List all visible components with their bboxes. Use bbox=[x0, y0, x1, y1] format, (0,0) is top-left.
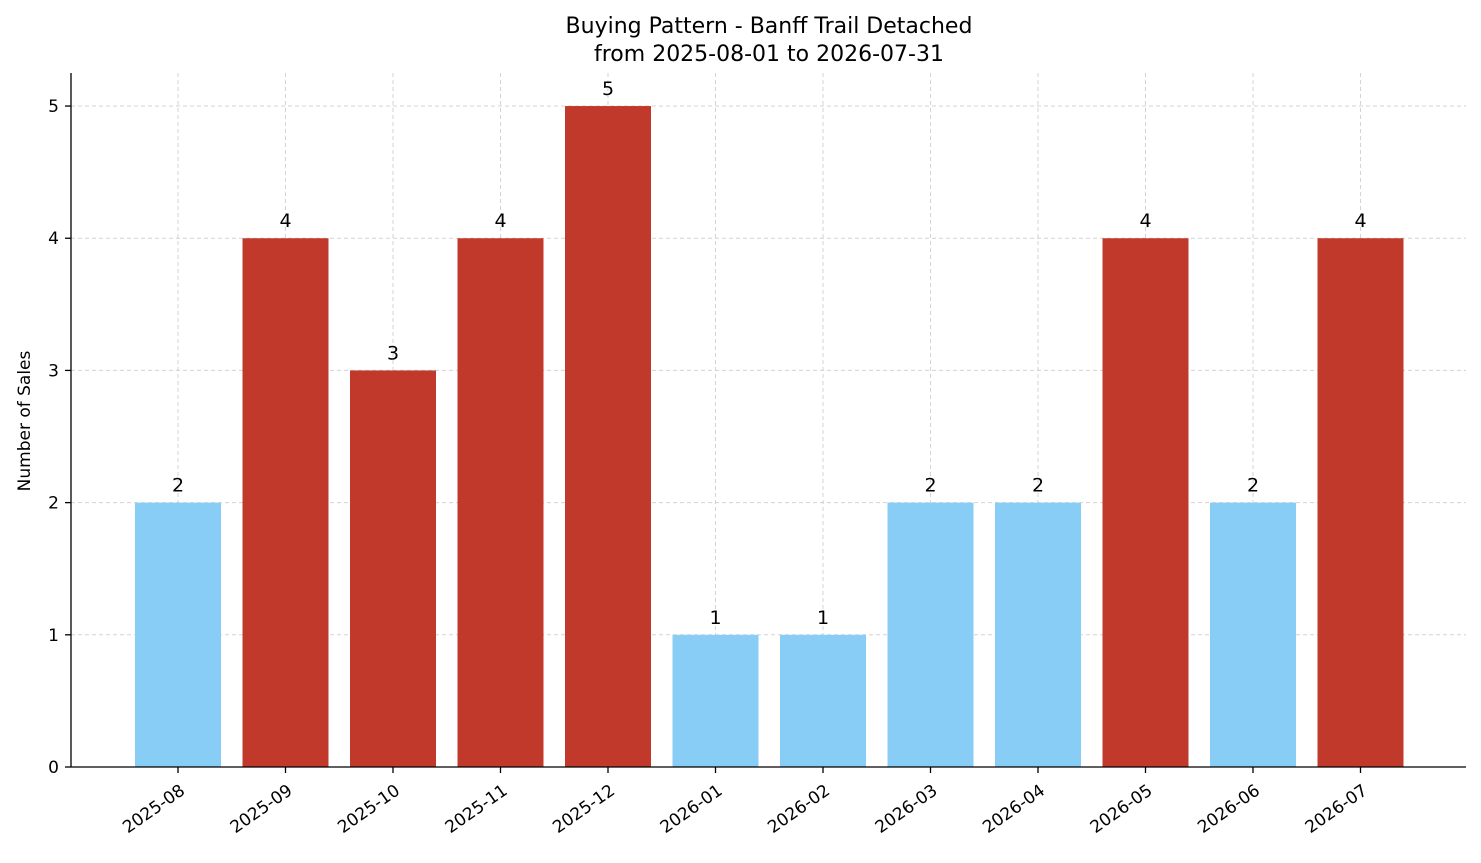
y-tick-label: 3 bbox=[48, 361, 59, 381]
bar bbox=[1317, 238, 1404, 767]
bar-data-label: 5 bbox=[602, 78, 614, 100]
bar-data-label: 2 bbox=[924, 475, 936, 497]
x-tick-label: 2026-06 bbox=[1194, 781, 1264, 838]
bar bbox=[887, 502, 974, 767]
y-tick-label: 1 bbox=[48, 626, 59, 646]
y-ticks: 0 1 2 3 4 5 bbox=[48, 97, 71, 778]
y-axis-label: Number of Sales bbox=[15, 350, 35, 491]
axes bbox=[70, 73, 1466, 768]
bar-data-label: 2 bbox=[172, 475, 184, 497]
bar bbox=[457, 238, 544, 767]
bar bbox=[135, 502, 221, 767]
x-tick-label: 2025-09 bbox=[227, 781, 297, 838]
x-tick-label: 2026-07 bbox=[1302, 781, 1372, 838]
x-tick-label: 2025-12 bbox=[549, 781, 619, 838]
bar bbox=[672, 634, 759, 767]
x-tick-label: 2026-02 bbox=[764, 781, 834, 838]
bar bbox=[995, 502, 1081, 767]
x-tick-label: 2025-08 bbox=[119, 781, 189, 838]
y-tick-label: 2 bbox=[48, 494, 59, 514]
y-tick-label: 4 bbox=[48, 229, 59, 249]
x-tick-label: 2025-11 bbox=[442, 781, 512, 838]
y-tick-label: 0 bbox=[48, 758, 59, 778]
bar-data-label: 3 bbox=[387, 342, 399, 364]
y-tick-label: 5 bbox=[48, 97, 59, 117]
bar bbox=[565, 106, 651, 768]
bar bbox=[350, 370, 436, 767]
bar bbox=[242, 238, 329, 767]
bar-data-label: 1 bbox=[817, 607, 829, 629]
bar-data-label: 4 bbox=[1354, 210, 1366, 232]
chart-subtitle: from 2025-08-01 to 2026-07-31 bbox=[594, 42, 944, 67]
bar-data-label: 1 bbox=[709, 607, 721, 629]
bar-data-labels: 2 4 3 4 5 1 1 2 2 4 2 4 bbox=[172, 78, 1367, 629]
x-tick-label: 2026-01 bbox=[657, 781, 727, 838]
bar bbox=[1210, 502, 1296, 767]
x-tick-label: 2026-04 bbox=[979, 781, 1049, 838]
bar-data-label: 2 bbox=[1032, 475, 1044, 497]
bar bbox=[1102, 238, 1189, 767]
x-tick-label: 2025-10 bbox=[334, 781, 404, 838]
bar-data-label: 4 bbox=[494, 210, 506, 232]
bar-data-label: 4 bbox=[279, 210, 291, 232]
bars bbox=[135, 106, 1404, 768]
bar bbox=[780, 634, 866, 767]
bar-data-label: 2 bbox=[1247, 475, 1259, 497]
x-ticks: 2025-08 2025-09 2025-10 2025-11 2025-12 2026-… bbox=[119, 767, 1371, 838]
bar-data-label: 4 bbox=[1139, 210, 1151, 232]
x-tick-label: 2026-03 bbox=[872, 781, 942, 838]
chart-title: Buying Pattern - Banff Trail Detached bbox=[566, 14, 973, 39]
x-tick-label: 2026-05 bbox=[1087, 781, 1157, 838]
